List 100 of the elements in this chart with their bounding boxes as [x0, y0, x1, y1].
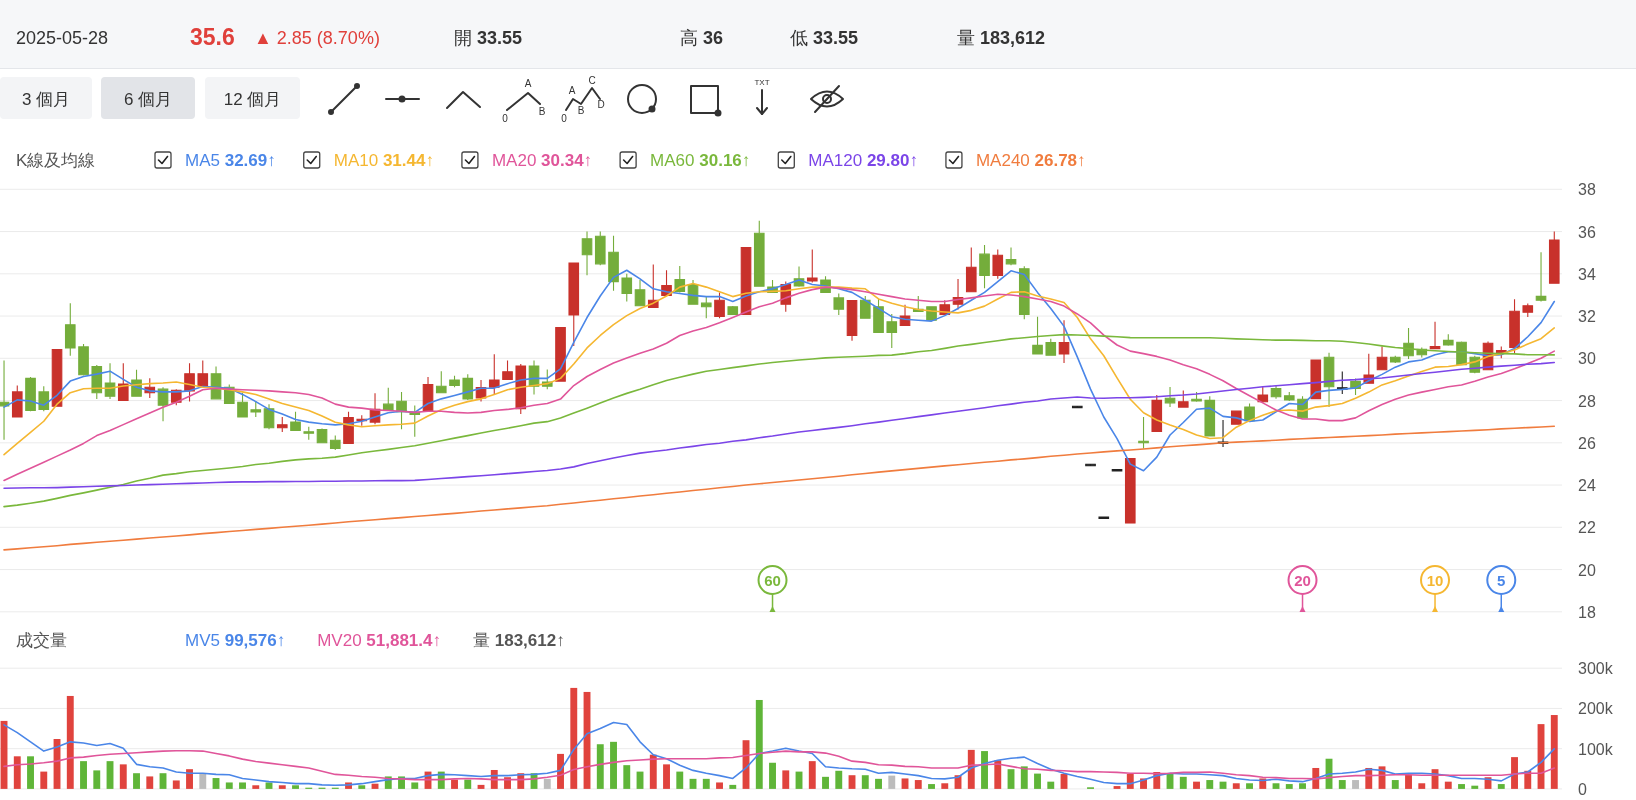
text: 6 個月 [123, 90, 173, 109]
text: MA240 26.78↑ [975, 151, 1086, 170]
bar [1206, 780, 1214, 789]
bar [769, 762, 776, 789]
bar [172, 780, 180, 789]
bar [292, 785, 299, 789]
candlestick [833, 292, 845, 316]
bar [623, 765, 631, 789]
bar [1444, 781, 1452, 789]
candlestick [290, 411, 301, 432]
bar [13, 756, 21, 789]
bar [1285, 784, 1293, 789]
bar [1299, 783, 1306, 789]
candlestick [1389, 355, 1401, 364]
bar [411, 782, 419, 789]
bar [504, 777, 511, 789]
candlestick [608, 235, 619, 292]
candlestick [581, 231, 593, 276]
candlestick [435, 370, 447, 394]
y-tick-label: 32 [1578, 308, 1596, 326]
candlestick [1151, 394, 1163, 432]
bar [1179, 776, 1187, 789]
text: B [577, 105, 585, 116]
bar [265, 782, 273, 789]
candlestick [753, 220, 765, 287]
candlestick [1111, 469, 1123, 472]
bar [914, 780, 922, 789]
legend-title: K線及均線 [16, 151, 96, 170]
y-tick-label: 24 [1578, 477, 1596, 495]
bar [981, 751, 988, 789]
y-tick-label: 0 [1578, 780, 1587, 798]
candlestick [462, 373, 474, 401]
y-tick-label: 34 [1578, 265, 1596, 283]
bar [1020, 766, 1028, 789]
y-tick-label: 100k [1578, 740, 1614, 758]
candlestick [965, 247, 977, 293]
bar [755, 699, 763, 789]
candlestick [64, 302, 76, 357]
bar [451, 779, 458, 789]
bar [199, 773, 207, 789]
candlestick [727, 305, 739, 316]
text: 0 [502, 113, 509, 124]
bar [649, 754, 657, 789]
text: TXT [754, 78, 770, 87]
candlestick [117, 362, 129, 402]
y-tick-label: 300k [1578, 660, 1614, 678]
candlestick [1376, 345, 1388, 371]
bar [133, 773, 140, 789]
candlestick [979, 244, 990, 289]
line-series [3, 721, 1556, 787]
candlestick [1098, 516, 1110, 520]
bar [66, 695, 74, 789]
bar [676, 771, 684, 789]
text: 12 個月 [223, 90, 282, 109]
bar [822, 776, 829, 789]
annotation: 5 [1497, 571, 1506, 589]
y-tick-label: 18 [1578, 603, 1596, 621]
text: 35.6 [190, 24, 235, 50]
bar [861, 775, 869, 789]
candlestick [568, 262, 580, 347]
y-tick-label: 200k [1578, 700, 1614, 718]
candlestick [873, 298, 884, 334]
bar [835, 770, 843, 789]
candlestick [488, 353, 500, 395]
y-tick-label: 22 [1578, 519, 1596, 537]
legend-title: 成交量 [16, 631, 67, 650]
text: MA10 31.44↑ [333, 151, 434, 170]
text: MV20 51,881.4↑ [317, 631, 442, 650]
y-tick-label: 20 [1578, 561, 1596, 579]
bar [1497, 784, 1505, 789]
candlestick [250, 400, 262, 418]
bar [1550, 715, 1558, 789]
candlestick [396, 391, 407, 430]
bar [225, 782, 233, 789]
bar [716, 782, 723, 789]
candlestick [846, 300, 858, 342]
text: B [538, 106, 546, 117]
bar [358, 785, 366, 789]
bar [1193, 781, 1200, 789]
candlestick [1058, 319, 1070, 364]
bar [1338, 780, 1346, 789]
candlestick [104, 362, 116, 400]
bar [1126, 774, 1134, 789]
candlestick [1310, 359, 1322, 400]
bar [1511, 757, 1518, 789]
candlestick [502, 359, 513, 380]
candlestick [197, 359, 209, 388]
candlestick [276, 416, 288, 433]
candlestick [1164, 386, 1176, 408]
line-series [3, 749, 1556, 781]
bar [239, 782, 246, 789]
text: MA60 30.16↑ [650, 151, 751, 170]
line-series [3, 425, 1556, 551]
candlestick [1045, 338, 1057, 356]
bar [702, 778, 710, 789]
candlestick [992, 248, 1004, 280]
candlestick [316, 427, 328, 444]
candlestick [25, 376, 36, 412]
text: 開 33.55 [454, 28, 523, 48]
candlestick [621, 273, 633, 303]
